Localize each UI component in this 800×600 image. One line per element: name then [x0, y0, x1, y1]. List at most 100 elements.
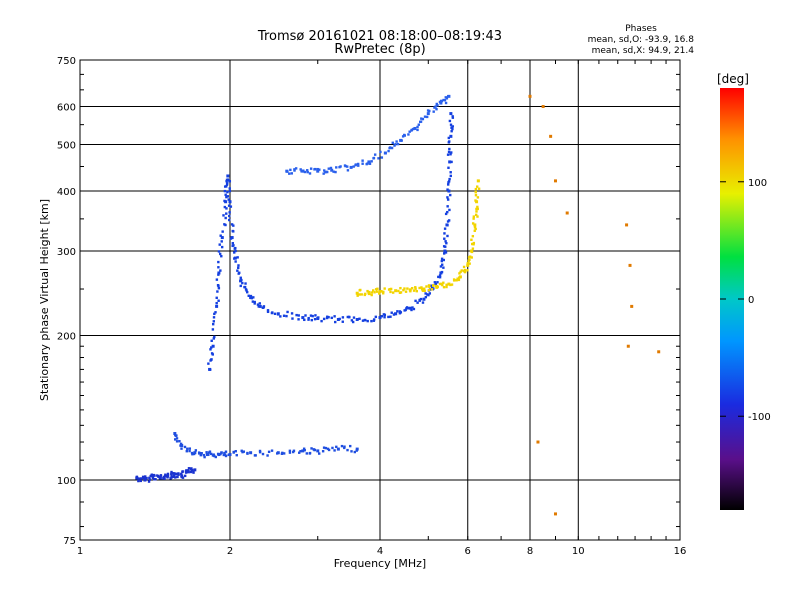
echo-point	[228, 187, 231, 190]
echo-point	[372, 289, 375, 292]
echo-point	[254, 454, 257, 457]
echo-point	[378, 290, 382, 294]
echo-point	[279, 315, 282, 318]
echo-point	[175, 437, 179, 440]
echo-point	[442, 258, 445, 262]
echo-point	[341, 320, 344, 323]
echo-point	[184, 471, 188, 474]
echo-point	[380, 289, 383, 293]
echo-point	[349, 444, 352, 448]
echo-point	[292, 449, 296, 452]
echo-point	[420, 288, 424, 291]
echo-point	[203, 455, 206, 459]
echo-point	[657, 350, 661, 354]
colorbar-tick-label: 0	[748, 295, 754, 306]
echo-point	[473, 226, 477, 229]
y-tick-label: 100	[57, 476, 76, 487]
echo-point	[218, 243, 221, 246]
echo-point	[444, 96, 447, 99]
echo-point	[288, 449, 292, 453]
echo-point	[428, 285, 431, 289]
echo-point	[440, 259, 444, 263]
echo-point	[414, 286, 417, 289]
echo-point	[322, 317, 326, 321]
echo-point	[449, 134, 453, 138]
echo-point	[341, 316, 345, 319]
echo-point	[380, 156, 384, 159]
echo-point	[223, 205, 227, 209]
echo-point	[222, 214, 225, 217]
echo-point	[408, 288, 412, 292]
echo-point	[251, 300, 255, 303]
echo-point	[361, 319, 365, 322]
echo-point	[219, 269, 222, 272]
echo-point	[234, 449, 237, 453]
echo-point	[380, 315, 384, 318]
x-tick-label: 16	[674, 546, 687, 557]
echo-point	[233, 251, 236, 254]
echo-point	[148, 478, 152, 481]
echo-point	[625, 223, 629, 227]
echo-point	[236, 256, 239, 259]
echo-point	[390, 311, 393, 314]
echo-point	[181, 470, 184, 473]
echo-point	[432, 284, 435, 287]
echo-point	[317, 452, 321, 455]
echo-point	[180, 472, 183, 476]
echo-point	[223, 453, 227, 456]
echo-point	[211, 353, 214, 356]
echo-point	[433, 106, 436, 109]
echo-point	[261, 452, 265, 456]
echo-point	[217, 299, 220, 302]
echo-point	[355, 317, 359, 321]
echo-point	[397, 289, 400, 293]
echo-point	[438, 274, 442, 277]
echo-point	[188, 449, 191, 453]
echo-point	[441, 283, 444, 287]
echo-point	[223, 199, 226, 203]
echo-point	[326, 315, 329, 318]
echo-point	[226, 195, 230, 198]
echo-point	[183, 474, 187, 478]
echo-point	[423, 289, 426, 293]
echo-point	[473, 229, 476, 232]
echo-point	[225, 178, 229, 182]
echo-point	[180, 475, 184, 479]
echo-point	[186, 470, 190, 474]
echo-point	[238, 271, 241, 274]
echo-point	[224, 223, 227, 227]
echo-point	[549, 134, 553, 138]
echo-point	[414, 287, 417, 290]
echo-point	[253, 300, 256, 304]
echo-point	[396, 142, 400, 146]
echo-point	[351, 320, 355, 324]
echo-point	[451, 127, 454, 131]
echo-point	[216, 283, 220, 287]
echo-point	[276, 312, 280, 316]
echo-point	[447, 180, 451, 183]
echo-point	[222, 453, 226, 457]
echo-point	[440, 263, 444, 266]
echo-point	[381, 292, 385, 295]
echo-point	[211, 322, 215, 326]
echo-point	[446, 198, 450, 201]
echo-point	[189, 470, 193, 474]
echo-point	[232, 451, 235, 454]
echo-point	[180, 447, 183, 450]
y-tick-label: 400	[57, 187, 76, 198]
echo-point	[415, 289, 419, 293]
echo-point	[306, 169, 309, 172]
echo-point	[144, 475, 147, 478]
echo-point	[404, 290, 408, 293]
echo-point	[356, 162, 360, 166]
echo-point	[188, 447, 192, 450]
echo-point	[390, 146, 394, 150]
echo-point	[266, 309, 270, 312]
echo-point	[137, 477, 141, 480]
echo-point	[428, 292, 432, 295]
echo-point	[412, 307, 416, 311]
echo-point	[170, 472, 173, 476]
echo-point	[217, 250, 221, 253]
echo-point	[282, 452, 286, 455]
echo-point	[313, 168, 316, 171]
